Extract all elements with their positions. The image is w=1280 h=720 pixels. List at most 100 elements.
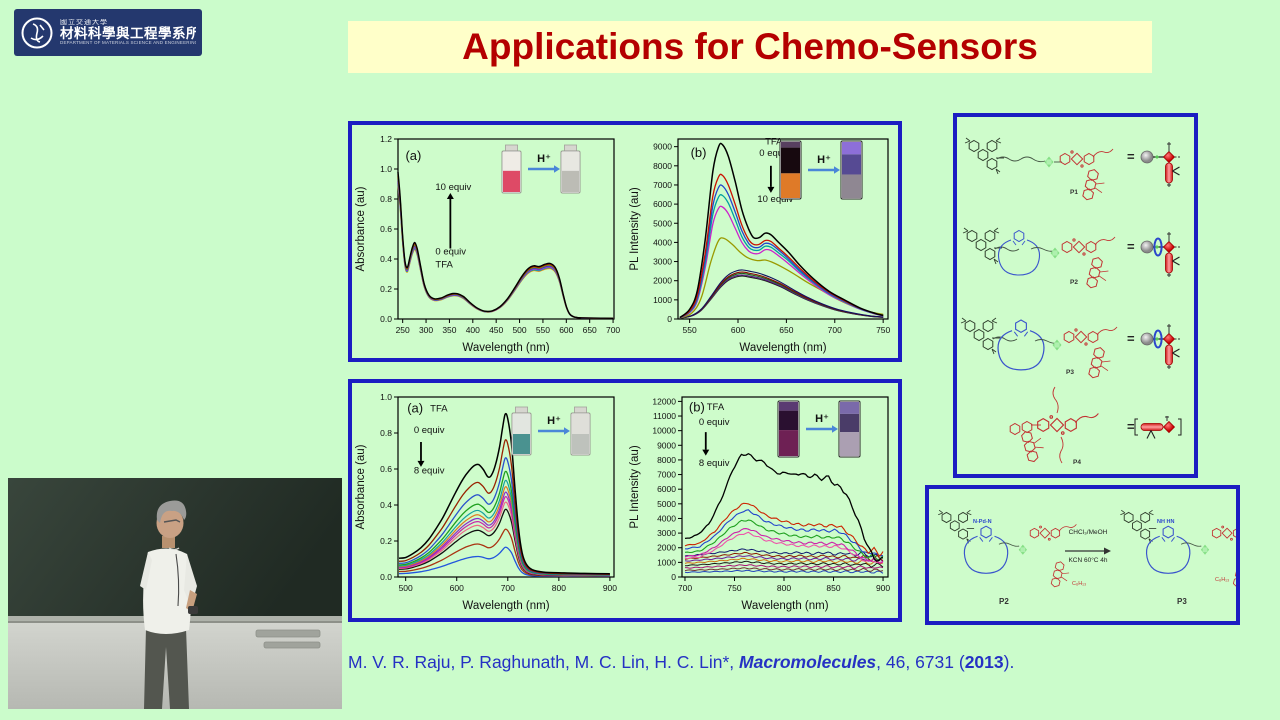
chart-absorbance-top: 250 300 350 400 450 500 550 600 650 700 0.0 0.2 0.4 0… bbox=[354, 127, 622, 355]
product-label-p3: P3 bbox=[1177, 597, 1187, 606]
y-tick-label: 2000 bbox=[653, 276, 672, 286]
h-plus-label: H⁺ bbox=[815, 413, 829, 425]
plot-frame bbox=[677, 138, 889, 320]
chart-annotation: TFA bbox=[435, 259, 453, 270]
pd-core-label: N-Pd-N bbox=[973, 519, 992, 525]
chart-annotation: 0 equiv bbox=[699, 417, 730, 428]
plot-frame bbox=[397, 396, 615, 578]
y-tick-label: 11000 bbox=[653, 411, 676, 421]
x-tick-label: 900 bbox=[876, 583, 890, 593]
spectrum-curve bbox=[679, 271, 884, 319]
wall-vent bbox=[255, 629, 321, 638]
x-tick-label: 850 bbox=[826, 583, 840, 593]
y-tick-label: 1.0 bbox=[380, 392, 392, 402]
y-tick-label: 6000 bbox=[653, 199, 672, 209]
y-tick-label: 0.0 bbox=[380, 572, 392, 582]
chart-annotation: 0 equiv bbox=[759, 148, 790, 159]
spectrum-curve bbox=[397, 171, 614, 319]
spectrum-curve bbox=[398, 457, 610, 576]
equals-sign: = bbox=[1127, 419, 1135, 434]
university-emblem-icon bbox=[21, 17, 53, 48]
equals-sign: = bbox=[1127, 239, 1135, 254]
chart-annotation: 10 equiv bbox=[435, 182, 471, 193]
spectrum-curve bbox=[679, 142, 884, 319]
citation-authors: M. V. R. Raju, P. Raghunath, M. C. Lin, … bbox=[348, 652, 740, 672]
x-tick-label: 600 bbox=[559, 325, 573, 335]
y-tick-label: 0.8 bbox=[380, 194, 392, 204]
reaction-scheme-panel: CHCl₃/MeOH KCN 60°C 4h P2 P3 N-Pd-N NH H… bbox=[925, 485, 1240, 625]
x-tick-label: 800 bbox=[552, 583, 566, 593]
logo-department-name-en: DEPARTMENT OF MATERIALS SCIENCE AND ENGI… bbox=[60, 39, 196, 45]
x-tick-label: 400 bbox=[466, 325, 480, 335]
chart-annotation: 8 equiv bbox=[699, 458, 730, 469]
spectrum-curve bbox=[684, 528, 884, 564]
reactant-label-p2: P2 bbox=[999, 597, 1009, 606]
uvvis-pl-panel-top: 250 300 350 400 450 500 550 600 650 700 0.0 0.2 0.4 0… bbox=[348, 121, 902, 362]
chart-annotation: 0 equiv bbox=[414, 425, 445, 436]
x-tick-label: 900 bbox=[603, 583, 617, 593]
spectrum-curve bbox=[684, 548, 883, 558]
y-tick-label: 9000 bbox=[657, 440, 676, 450]
x-axis-label: Wavelength (nm) bbox=[741, 600, 828, 612]
spectrum-curve bbox=[679, 184, 884, 319]
spectrum-curve bbox=[684, 551, 884, 563]
y-tick-label: 0.0 bbox=[380, 314, 392, 324]
y-axis-label: Absorbance (au) bbox=[355, 186, 367, 271]
chart-annotation: 8 equiv bbox=[414, 466, 445, 477]
x-tick-label: 250 bbox=[396, 325, 410, 335]
x-tick-label: 600 bbox=[731, 325, 745, 335]
chart-annotation: TFA bbox=[765, 137, 783, 148]
chart-annotation: TFA bbox=[707, 402, 725, 413]
y-tick-label: 1.0 bbox=[380, 164, 392, 174]
h-plus-label: H⁺ bbox=[537, 153, 551, 165]
y-tick-label: 8000 bbox=[657, 455, 676, 465]
x-tick-label: 650 bbox=[583, 325, 597, 335]
y-tick-label: 0.8 bbox=[380, 428, 392, 438]
chart-annotation: (a) bbox=[405, 148, 421, 163]
x-tick-label: 800 bbox=[777, 583, 791, 593]
spectrum-curve bbox=[684, 502, 884, 558]
chart-pl-intensity-bottom: 700 750 800 850 900 0 1000 2000 3000 4000 5000 6000… bbox=[628, 385, 896, 613]
y-tick-label: 3000 bbox=[653, 257, 672, 267]
y-tick-label: 4000 bbox=[653, 237, 672, 247]
spectrum-curve bbox=[684, 564, 884, 570]
slide-title: Applications for Chemo-Sensors bbox=[348, 21, 1152, 73]
y-tick-label: 0.2 bbox=[380, 536, 392, 546]
citation-volume-page: , 46, 6731 ( bbox=[876, 652, 965, 672]
spectrum-curve bbox=[398, 501, 610, 577]
polymer-structures-panel: = = = = P1 P2 P3 P4 bbox=[953, 113, 1198, 478]
x-tick-label: 700 bbox=[828, 325, 842, 335]
x-tick-label: 700 bbox=[678, 583, 692, 593]
lecturer-video bbox=[8, 478, 342, 709]
chart-annotation: (a) bbox=[407, 400, 423, 415]
y-tick-label: 7000 bbox=[653, 180, 672, 190]
spectrum-curve bbox=[398, 546, 610, 578]
chart-absorbance-bottom: 500 600 700 800 900 0.0 0.2 0.4 0.6 0.8 1.0 Wavelen… bbox=[354, 385, 622, 613]
chart-annotation: 0 equiv bbox=[435, 247, 466, 258]
y-tick-label: 0.2 bbox=[380, 284, 392, 294]
wall-vent bbox=[263, 641, 321, 649]
spectrum-curve bbox=[398, 412, 610, 575]
spectrum-curve bbox=[684, 557, 884, 565]
y-tick-label: 2000 bbox=[657, 543, 676, 553]
polymer-label-p2: P2 bbox=[1070, 279, 1078, 286]
x-tick-label: 450 bbox=[489, 325, 503, 335]
spectrum-curve bbox=[684, 531, 884, 564]
polymer-label-p4: P4 bbox=[1073, 459, 1081, 466]
reaction-scheme-figure bbox=[929, 489, 1236, 621]
citation-year: 2013 bbox=[964, 652, 1004, 672]
nh-core-label: NH HN bbox=[1157, 519, 1175, 525]
y-tick-label: 4000 bbox=[657, 513, 676, 523]
spectrum-curve bbox=[684, 569, 884, 574]
x-axis-label: Wavelength (nm) bbox=[739, 342, 826, 354]
x-tick-label: 300 bbox=[419, 325, 433, 335]
citation-journal: Macromolecules bbox=[739, 652, 877, 672]
x-tick-label: 650 bbox=[779, 325, 793, 335]
side-chain-label: C₆H₁₃ bbox=[1072, 581, 1087, 587]
reaction-conditions-bottom: KCN 60°C 4h bbox=[1068, 557, 1108, 564]
y-tick-label: 0 bbox=[671, 572, 676, 582]
equals-sign: = bbox=[1127, 149, 1135, 164]
h-plus-label: H⁺ bbox=[817, 154, 831, 166]
y-axis-label: Absorbance (au) bbox=[355, 444, 367, 529]
x-tick-label: 700 bbox=[606, 325, 620, 335]
